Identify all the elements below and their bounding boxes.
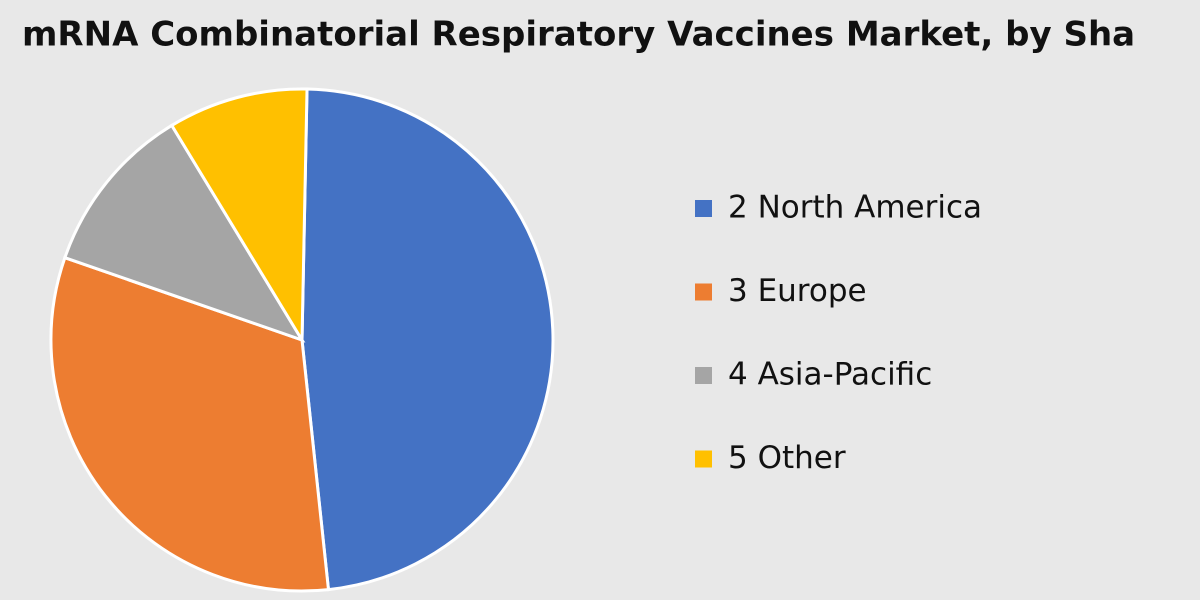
legend-swatch bbox=[695, 283, 712, 301]
legend-swatch bbox=[695, 367, 712, 384]
legend-label: 4 Asia-Pacific bbox=[728, 357, 932, 393]
legend-label: 5 Other bbox=[728, 440, 846, 476]
legend-label: 3 Europe bbox=[728, 273, 867, 309]
pie-slice bbox=[300, 87, 555, 592]
pie-slice bbox=[169, 87, 309, 346]
legend-label: 2 North America bbox=[728, 190, 982, 226]
legend-swatch bbox=[695, 450, 712, 468]
legend-swatch bbox=[695, 200, 712, 217]
pie-slice bbox=[62, 123, 306, 343]
chart-title: mRNA Combinatorial Respiratory Vaccines … bbox=[22, 15, 1135, 55]
pie-slice bbox=[49, 255, 331, 593]
